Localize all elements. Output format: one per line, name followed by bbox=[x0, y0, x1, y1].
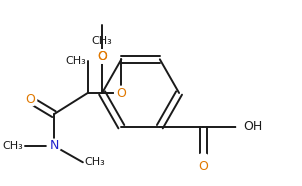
Circle shape bbox=[115, 86, 128, 100]
Text: CH₃: CH₃ bbox=[92, 36, 112, 46]
Text: O: O bbox=[198, 160, 208, 173]
Text: CH₃: CH₃ bbox=[65, 56, 86, 66]
Circle shape bbox=[196, 154, 210, 167]
Text: N: N bbox=[49, 140, 59, 153]
Circle shape bbox=[23, 93, 37, 106]
Text: CH₃: CH₃ bbox=[2, 141, 23, 151]
Text: CH₃: CH₃ bbox=[85, 157, 105, 167]
Text: OH: OH bbox=[244, 120, 263, 133]
Text: O: O bbox=[116, 86, 126, 100]
Text: O: O bbox=[97, 50, 107, 63]
Circle shape bbox=[47, 139, 61, 153]
Circle shape bbox=[237, 120, 250, 133]
Circle shape bbox=[95, 50, 109, 63]
Text: O: O bbox=[97, 50, 107, 63]
Text: O: O bbox=[25, 93, 35, 106]
Circle shape bbox=[95, 50, 109, 63]
